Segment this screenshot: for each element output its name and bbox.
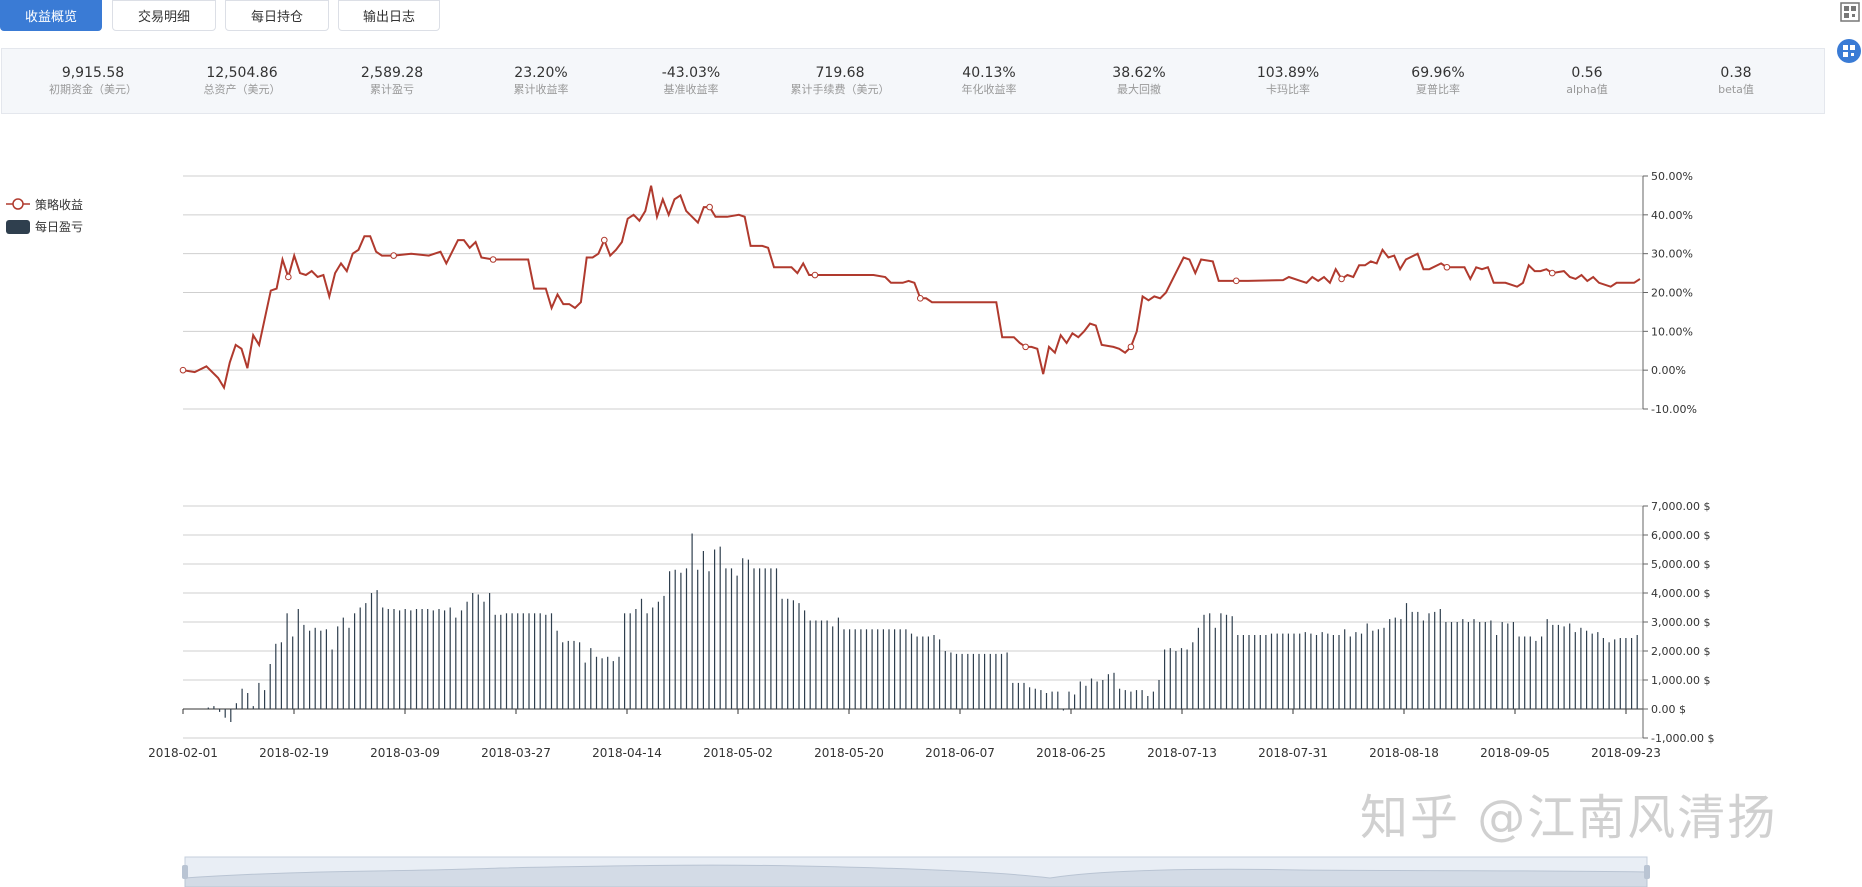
line-point-marker	[285, 273, 292, 281]
line-point-marker	[1548, 269, 1556, 277]
stat-max-drawdown: 38.62% 最大回撤	[1112, 65, 1166, 96]
line-point-marker	[706, 203, 713, 211]
legend-item-strategy-return[interactable]: 策略收益	[6, 197, 83, 212]
line-point-marker	[916, 295, 924, 302]
strategy-return-markers	[179, 203, 1556, 374]
watermark-text: 知乎 @江南风清扬	[1360, 790, 1778, 846]
line-y-tick-label: 20.00%	[1651, 287, 1693, 300]
bar-y-tick-label: -1,000.00 $	[1651, 732, 1714, 745]
date-x-axis: 2018-02-01 2018-02-19 2018-03-09 2018-03-27…	[148, 709, 1661, 760]
line-point-marker	[489, 256, 497, 263]
line-point-marker	[179, 366, 187, 374]
stat-initial-capital: 9,915.58 初期资金（美元）	[49, 65, 137, 96]
legend-label-strategy-return: 策略收益	[35, 197, 83, 212]
line-y-tick-label: 0.00%	[1651, 364, 1686, 377]
qrcode-icon[interactable]	[1836, 0, 1862, 26]
x-tick-label: 2018-09-05	[1480, 746, 1550, 760]
x-tick-label: 2018-03-27	[481, 746, 551, 760]
line-point-marker	[601, 236, 608, 244]
line-chart-y-axis: 50.00% 40.00% 30.00% 20.00% 10.00% 0.00% -10.0…	[1642, 170, 1697, 416]
line-y-tick-label: 30.00%	[1651, 248, 1693, 261]
x-tick-label: 2018-06-25	[1036, 746, 1106, 760]
x-tick-label: 2018-04-14	[592, 746, 662, 760]
line-y-tick-label: -10.00%	[1651, 403, 1697, 416]
line-point-marker	[1022, 343, 1029, 351]
stat-total-assets: 12,504.86 总资产（美元）	[203, 65, 281, 96]
qrcode-share-icon[interactable]	[1836, 38, 1862, 64]
tab-daily-positions[interactable]: 每日持仓	[225, 0, 329, 31]
strategy-return-line	[182, 185, 1641, 391]
line-point-marker	[811, 271, 819, 279]
line-point-marker	[390, 252, 397, 259]
bar-y-tick-label: 4,000.00 $	[1651, 587, 1710, 600]
tab-overview[interactable]: 收益概览	[0, 0, 102, 31]
zoom-handle-right[interactable]	[1644, 865, 1650, 879]
x-tick-label: 2018-07-13	[1147, 746, 1217, 760]
daily-pnl-bars	[207, 533, 1638, 722]
stat-cumulative-pnl: 2,589.28 累计盈亏	[360, 65, 424, 96]
bar-chart-grid	[183, 505, 1643, 739]
stat-cumulative-return: 23.20% 累计收益率	[513, 65, 569, 96]
x-tick-label: 2018-03-09	[370, 746, 440, 760]
line-point-marker	[1127, 343, 1135, 351]
line-point-marker	[1443, 263, 1451, 271]
stat-beta: 0.38 beta值	[1718, 65, 1754, 96]
stats-panel: 9,915.58 初期资金（美元） 12,504.86 总资产（美元） 2,589.…	[1, 48, 1825, 114]
zoom-slider[interactable]	[182, 856, 1650, 887]
bar-y-tick-label: 2,000.00 $	[1651, 645, 1710, 658]
x-tick-label: 2018-09-23	[1591, 746, 1661, 760]
tab-output-log[interactable]: 输出日志	[338, 0, 440, 31]
bar-y-tick-label: 0.00 $	[1651, 703, 1686, 716]
x-tick-label: 2018-02-19	[259, 746, 329, 760]
bar-y-tick-label: 6,000.00 $	[1651, 529, 1710, 542]
bar-chart-y-axis: 7,000.00 $ 6,000.00 $ 5,000.00 $ 4,000.00 $…	[1642, 500, 1714, 745]
x-tick-label: 2018-08-18	[1369, 746, 1439, 760]
bar-y-tick-label: 3,000.00 $	[1651, 616, 1710, 629]
line-point-marker	[1232, 277, 1240, 285]
bar-y-tick-label: 1,000.00 $	[1651, 674, 1710, 687]
x-tick-label: 2018-07-31	[1258, 746, 1328, 760]
line-point-marker	[1338, 275, 1345, 283]
x-tick-label: 2018-06-07	[925, 746, 995, 760]
stat-annualized-return: 40.13% 年化收益率	[961, 65, 1017, 96]
stat-sharpe-ratio: 69.96% 夏普比率	[1411, 65, 1465, 96]
stat-benchmark-return: -43.03% 基准收益率	[661, 65, 721, 96]
legend-label-daily-pnl: 每日盈亏	[35, 219, 83, 234]
line-y-tick-label: 10.00%	[1651, 325, 1693, 338]
legend-item-daily-pnl[interactable]: 每日盈亏	[6, 219, 83, 234]
line-y-tick-label: 40.00%	[1651, 209, 1693, 222]
bar-y-tick-label: 7,000.00 $	[1651, 500, 1710, 513]
stat-alpha: 0.56 alpha值	[1566, 65, 1608, 96]
tab-trade-details[interactable]: 交易明细	[112, 0, 216, 31]
stat-cumulative-fees: 719.68 累计手续费（美元）	[790, 65, 890, 96]
zoom-handle-left[interactable]	[182, 865, 188, 879]
x-tick-label: 2018-05-02	[703, 746, 773, 760]
legend: 策略收益 每日盈亏	[6, 197, 83, 234]
x-tick-label: 2018-02-01	[148, 746, 218, 760]
x-tick-label: 2018-05-20	[814, 746, 884, 760]
stat-calmar-ratio: 103.89% 卡玛比率	[1256, 65, 1320, 96]
bar-y-tick-label: 5,000.00 $	[1651, 558, 1710, 571]
line-chart-grid	[183, 175, 1643, 410]
line-y-tick-label: 50.00%	[1651, 170, 1693, 183]
